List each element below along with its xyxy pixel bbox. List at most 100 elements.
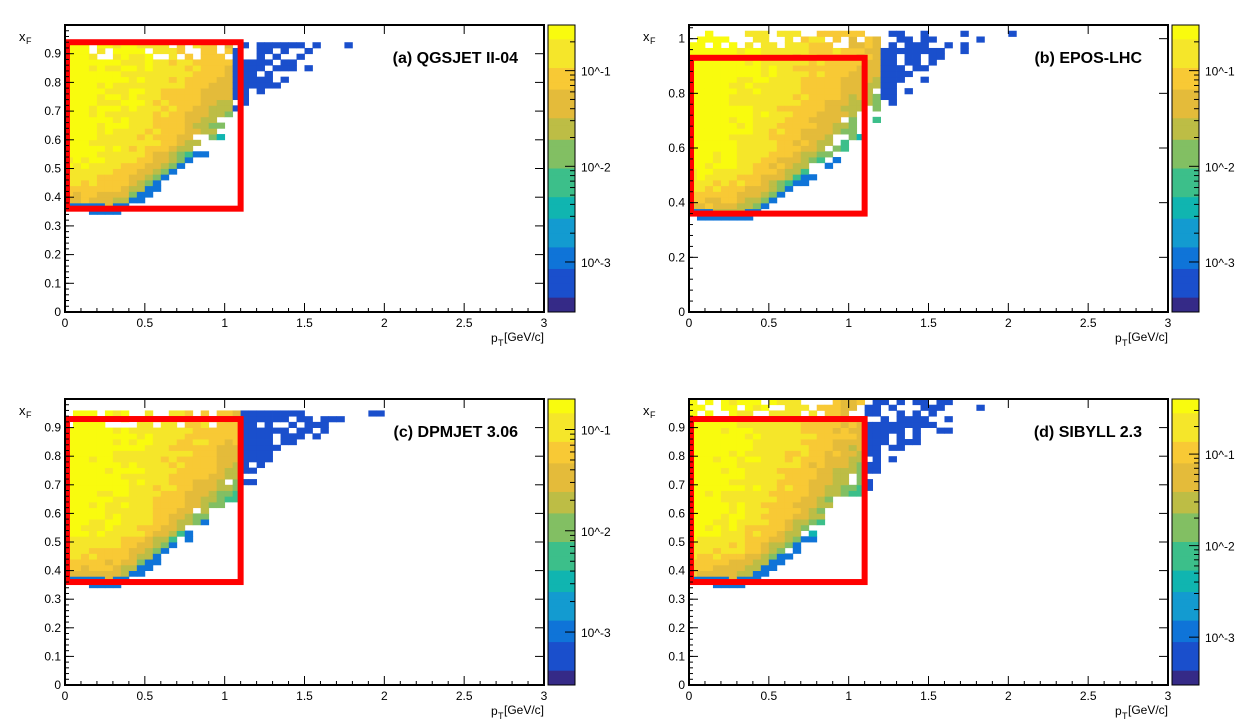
heatmap-cell (704, 547, 714, 554)
heatmap-cell (72, 519, 82, 526)
heatmap-cell (792, 88, 802, 95)
heatmap-cell (816, 427, 826, 434)
heatmap-cell (744, 179, 754, 187)
heatmap-cell (104, 467, 114, 474)
heatmap-cell (72, 185, 82, 192)
heatmap-cell (144, 93, 154, 101)
heatmap-cell (136, 185, 146, 192)
heatmap-cell (792, 547, 802, 554)
heatmap-cell (976, 36, 985, 43)
heatmap-cell (128, 99, 138, 106)
heatmap-cell (824, 162, 834, 169)
x-tick-label: 1.5 (920, 689, 937, 703)
heatmap-cell (736, 214, 746, 221)
heatmap-cell (848, 65, 858, 72)
heatmap-cell (840, 59, 850, 66)
heatmap-cell (176, 444, 186, 451)
heatmap-cell (192, 82, 202, 89)
heatmap-cell (88, 473, 98, 480)
x-tick-label: 0.5 (136, 689, 153, 703)
heatmap-cell (128, 93, 138, 101)
heatmap-cell (200, 93, 210, 101)
heatmap-cell (856, 65, 866, 72)
heatmap-cell (120, 162, 130, 169)
heatmap-cell (792, 473, 802, 480)
heatmap-cell (872, 105, 881, 112)
heatmap-cell (288, 42, 297, 49)
heatmap-cell (776, 179, 786, 187)
heatmap-cell (752, 93, 762, 101)
heatmap-cell (72, 128, 82, 135)
heatmap-cell (744, 122, 754, 129)
heatmap-cell (744, 450, 754, 457)
heatmap-cell (192, 59, 202, 66)
color-bar-segment (1172, 39, 1199, 48)
color-bar-segment (548, 441, 575, 450)
color-bar-segment (1172, 261, 1199, 270)
heatmap-cell (848, 47, 858, 55)
y-tick-label: 0 (678, 678, 685, 692)
heatmap-cell (168, 524, 178, 531)
heatmap-cell (864, 404, 874, 411)
heatmap-cell (136, 122, 146, 129)
heatmap-cell (96, 530, 106, 537)
heatmap-cell (120, 134, 130, 141)
heatmap-cell (720, 36, 730, 43)
heatmap-cell (768, 82, 778, 89)
heatmap-cell (848, 99, 858, 106)
heatmap-cell (824, 496, 834, 503)
heatmap-cell (712, 76, 722, 83)
heatmap-cell (728, 524, 738, 531)
heatmap-cell (848, 421, 858, 428)
heatmap-cell (824, 70, 834, 78)
heatmap-cell (96, 582, 106, 589)
heatmap-cell (696, 59, 706, 66)
heatmap-cell (184, 145, 194, 152)
heatmap-cell (216, 427, 226, 434)
heatmap-cell (824, 116, 834, 123)
heatmap-cell (224, 444, 234, 451)
heatmap-cell (808, 151, 818, 158)
heatmap-cell (88, 88, 98, 95)
heatmap-cell (80, 542, 90, 549)
heatmap-cell (200, 99, 210, 106)
heatmap-cell (256, 88, 265, 95)
heatmap-cell (208, 444, 218, 451)
heatmap-cell (744, 30, 754, 37)
heatmap-cell (200, 484, 210, 491)
heatmap-cell (736, 421, 746, 428)
heatmap-cell (184, 76, 194, 83)
heatmap-cell (704, 116, 714, 123)
color-bar-segment (548, 420, 575, 429)
heatmap-cell (712, 439, 722, 446)
heatmap-cell (880, 59, 889, 66)
heatmap-cell (744, 174, 754, 181)
heatmap-cell (856, 99, 866, 106)
heatmap-cell (88, 99, 98, 106)
heatmap-cell (136, 450, 146, 457)
heatmap-cell (96, 553, 106, 560)
heatmap-cell (176, 116, 186, 123)
heatmap-cell (760, 524, 770, 531)
heatmap-cell (872, 456, 881, 463)
heatmap-cell (112, 88, 122, 95)
heatmap-cell (256, 461, 265, 469)
heatmap-cell (704, 105, 714, 112)
heatmap-cell (696, 513, 706, 520)
heatmap-cell (728, 479, 738, 486)
heatmap-cell (800, 105, 810, 112)
heatmap-cell (240, 70, 250, 78)
x-tick-label: 2.5 (456, 689, 473, 703)
heatmap-cell (800, 174, 810, 181)
heatmap-cell (232, 421, 242, 428)
heatmap-cell (248, 456, 257, 463)
heatmap-cell (96, 536, 106, 543)
heatmap-cell (104, 444, 114, 451)
color-bar-segment (548, 584, 575, 593)
heatmap-cell (768, 88, 778, 95)
heatmap-cell (184, 65, 194, 72)
heatmap-cell (80, 76, 90, 83)
heatmap-cell (808, 479, 818, 486)
heatmap-cell (760, 88, 770, 95)
heatmap-cell (816, 99, 826, 106)
